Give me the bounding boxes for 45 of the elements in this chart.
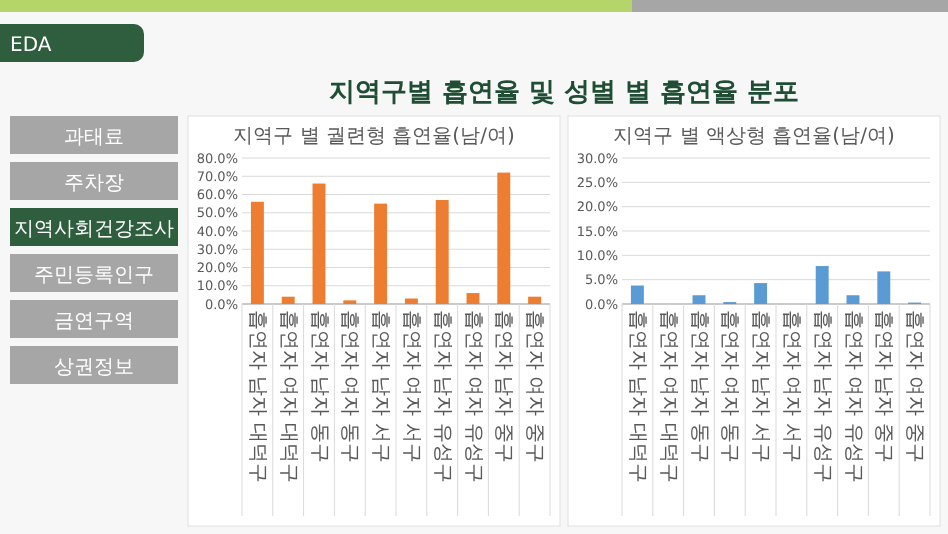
bar — [374, 203, 388, 304]
bar — [435, 199, 449, 304]
x-tick-label: 흡연자 여자 동구 — [718, 310, 741, 463]
text: 지역구별 흡연율 및 성별 별 흡연율 분포 — [328, 78, 800, 108]
bar — [692, 295, 706, 304]
x-tick-label: 흡연자 여자 유성구 — [461, 310, 484, 483]
text: 과태료 — [64, 127, 124, 149]
chart-title: 지역구 별 액상형 흡연율(남/여) — [613, 126, 895, 148]
x-tick-label: 흡연자 남자 중구 — [872, 310, 895, 463]
x-tick-label: 흡연자 여자 유성구 — [841, 310, 864, 483]
bar — [846, 295, 860, 304]
text: EDA — [10, 35, 52, 57]
x-tick-label: 흡연자 남자 유성구 — [810, 310, 833, 483]
x-tick-label: 흡연자 여자 중구 — [903, 310, 926, 463]
x-tick-label: 흡연자 여자 중구 — [523, 310, 546, 463]
text: 주차장 — [64, 173, 124, 195]
text: 상권정보 — [54, 357, 134, 379]
bar — [630, 285, 644, 304]
bar — [281, 296, 295, 304]
x-tick-label: 흡연자 여자 서구 — [779, 310, 802, 463]
bar — [815, 266, 829, 304]
text: 금연구역 — [54, 311, 134, 333]
x-tick-label: 흡연자 남자 대덕구 — [625, 310, 648, 483]
x-tick-label: 흡연자 남자 중구 — [492, 310, 515, 463]
x-tick-label: 흡연자 남자 서구 — [369, 310, 392, 463]
x-tick-label: 흡연자 남자 대덕구 — [245, 310, 268, 483]
x-tick-label: 흡연자 남자 유성구 — [430, 310, 453, 483]
text: 주민등록인구 — [34, 265, 154, 287]
x-tick-label: 흡연자 여자 동구 — [338, 310, 361, 463]
bar — [312, 183, 326, 304]
bar — [528, 296, 542, 304]
x-tick-label: 흡연자 남자 동구 — [307, 310, 330, 463]
x-tick-label: 흡연자 남자 서구 — [749, 310, 772, 463]
x-tick-label: 흡연자 여자 대덕구 — [656, 310, 679, 483]
bar — [250, 201, 264, 304]
bar — [754, 283, 768, 304]
bar — [466, 293, 480, 304]
text: 지역사회건강조사 — [14, 219, 174, 241]
bar — [877, 271, 891, 304]
bar — [497, 172, 511, 304]
chart-title: 지역구 별 궐련형 흡연율(남/여) — [233, 126, 515, 148]
bar — [404, 298, 418, 304]
x-tick-label: 흡연자 여자 서구 — [399, 310, 422, 463]
x-tick-label: 흡연자 남자 동구 — [687, 310, 710, 463]
x-tick-label: 흡연자 여자 대덕구 — [276, 310, 299, 483]
